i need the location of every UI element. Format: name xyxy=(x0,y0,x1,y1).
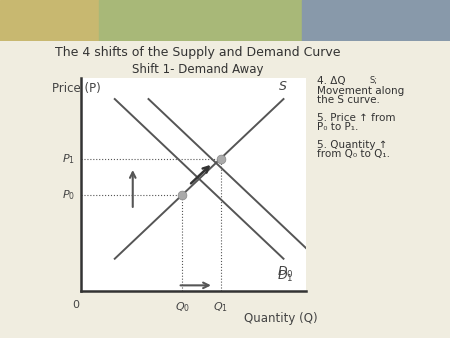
Text: Quantity (Q): Quantity (Q) xyxy=(243,312,317,325)
Text: S;: S; xyxy=(369,76,377,85)
Bar xyxy=(99,0,302,41)
Text: S: S xyxy=(279,80,287,93)
Text: 4. ΔQ: 4. ΔQ xyxy=(317,76,346,86)
Text: Movement along: Movement along xyxy=(317,86,405,96)
Text: $P_1$: $P_1$ xyxy=(63,152,76,166)
Text: 0: 0 xyxy=(72,300,79,310)
Text: $Q_0$: $Q_0$ xyxy=(175,300,190,314)
Text: $Q_1$: $Q_1$ xyxy=(213,300,228,314)
Text: Shift 1- Demand Away: Shift 1- Demand Away xyxy=(132,63,264,75)
Bar xyxy=(302,0,450,41)
Text: $D_1$: $D_1$ xyxy=(277,269,293,285)
Text: P₀ to P₁.: P₀ to P₁. xyxy=(317,122,359,132)
Bar xyxy=(0,0,99,41)
Text: $D_0$: $D_0$ xyxy=(277,265,293,280)
Text: 5. Price ↑ from: 5. Price ↑ from xyxy=(317,113,396,123)
Text: The 4 shifts of the Supply and Demand Curve: The 4 shifts of the Supply and Demand Cu… xyxy=(55,46,341,58)
Text: the S curve.: the S curve. xyxy=(317,95,380,105)
Text: $P_0$: $P_0$ xyxy=(62,188,76,202)
Text: Price (P): Price (P) xyxy=(52,82,100,95)
Text: from Q₀ to Q₁.: from Q₀ to Q₁. xyxy=(317,149,390,160)
Point xyxy=(217,156,224,161)
Text: 5. Quantity ↑: 5. Quantity ↑ xyxy=(317,140,388,150)
Point xyxy=(179,192,186,197)
